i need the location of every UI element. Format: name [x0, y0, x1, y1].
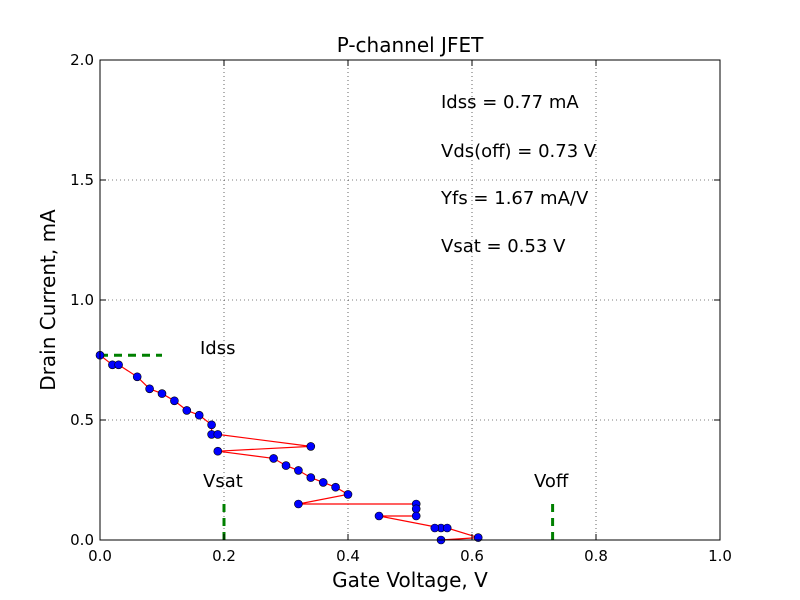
data-point — [213, 446, 223, 456]
y-tick-label: 1.5 — [70, 171, 94, 189]
data-point — [294, 466, 303, 475]
y-axis-title: Drain Current, mA — [36, 209, 60, 391]
data-point — [213, 430, 223, 439]
y-tick-label: 0.0 — [70, 531, 94, 549]
data-point — [207, 420, 216, 430]
x-tick-label: 1.0 — [708, 547, 732, 565]
data-point — [157, 389, 167, 398]
data-point — [411, 511, 421, 521]
grid-lines — [100, 60, 720, 540]
x-tick-label: 0.0 — [88, 547, 112, 565]
data-point — [430, 523, 440, 533]
x-tick-label: 0.4 — [336, 547, 360, 565]
idss-marker-label: Idss — [200, 338, 236, 359]
annotation-vsat: Vsat = 0.53 V — [441, 236, 566, 257]
y-tick-label: 1.0 — [70, 291, 94, 309]
y-tick-label: 0.5 — [70, 411, 94, 429]
data-point — [442, 523, 452, 533]
x-tick-label: 0.8 — [584, 547, 608, 565]
data-point — [132, 372, 142, 382]
x-tick-label: 0.6 — [460, 547, 484, 565]
annotation-idss: Idss = 0.77 mA — [441, 92, 579, 113]
data-point — [182, 406, 192, 415]
x-tick-label: 0.2 — [212, 547, 236, 565]
annotation-yfs: Yfs = 1.67 mA/V — [440, 188, 589, 209]
data-point — [269, 454, 278, 463]
voff-marker-label: Voff — [534, 471, 569, 492]
data-point — [306, 442, 316, 451]
y-tick-label: 2.0 — [70, 51, 94, 69]
data-point — [281, 461, 291, 470]
data-point — [294, 499, 303, 509]
reference-lines — [100, 353, 555, 540]
data-point — [374, 511, 384, 521]
data-point — [145, 384, 154, 394]
data-point — [411, 504, 421, 514]
data-series — [95, 350, 483, 545]
data-point — [343, 490, 353, 499]
chart-title: P-channel JFET — [337, 33, 484, 57]
axis-ticks: 0.0 0.2 0.4 0.6 0.8 1.0 0.0 0.5 1.0 1.5 2.0 — [70, 51, 732, 565]
annotation-vds-off: Vds(off) = 0.73 V — [441, 141, 597, 162]
data-point — [331, 482, 340, 492]
data-point — [306, 473, 316, 482]
data-point — [318, 478, 328, 487]
data-point — [170, 396, 179, 406]
data-point — [194, 410, 204, 420]
vsat-marker-label: Vsat — [203, 471, 243, 492]
x-axis-title: Gate Voltage, V — [332, 568, 488, 592]
data-point — [114, 360, 123, 370]
